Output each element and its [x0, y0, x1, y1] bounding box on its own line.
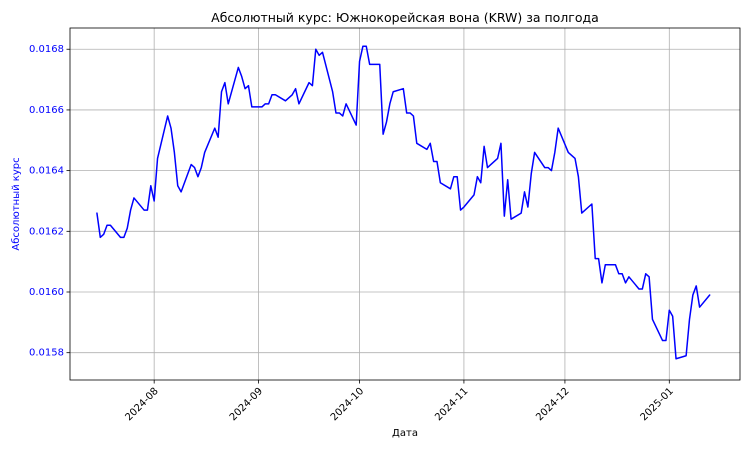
x-axis-label: Дата: [392, 428, 418, 439]
rate-series-line: [96, 45, 711, 360]
y-axis-label: Абсолютный курс: [11, 157, 22, 250]
chart-title: Абсолютный курс: Южнокорейская вона (KRW…: [211, 10, 599, 25]
y-tick-label: 0.0162: [29, 226, 64, 237]
grid-lines: [70, 28, 740, 380]
y-tick-label: 0.0168: [29, 44, 64, 55]
y-tick-label: 0.0164: [29, 166, 64, 177]
y-axis-ticks: 0.0158 0.0160 0.0162 0.0164 0.0166 0.0168: [29, 44, 70, 359]
y-tick-label: 0.0160: [29, 287, 64, 298]
plot-area-frame: [69, 27, 741, 381]
series-layer: [96, 45, 711, 360]
y-tick-label: 0.0166: [29, 105, 64, 116]
y-tick-label: 0.0158: [29, 348, 64, 359]
